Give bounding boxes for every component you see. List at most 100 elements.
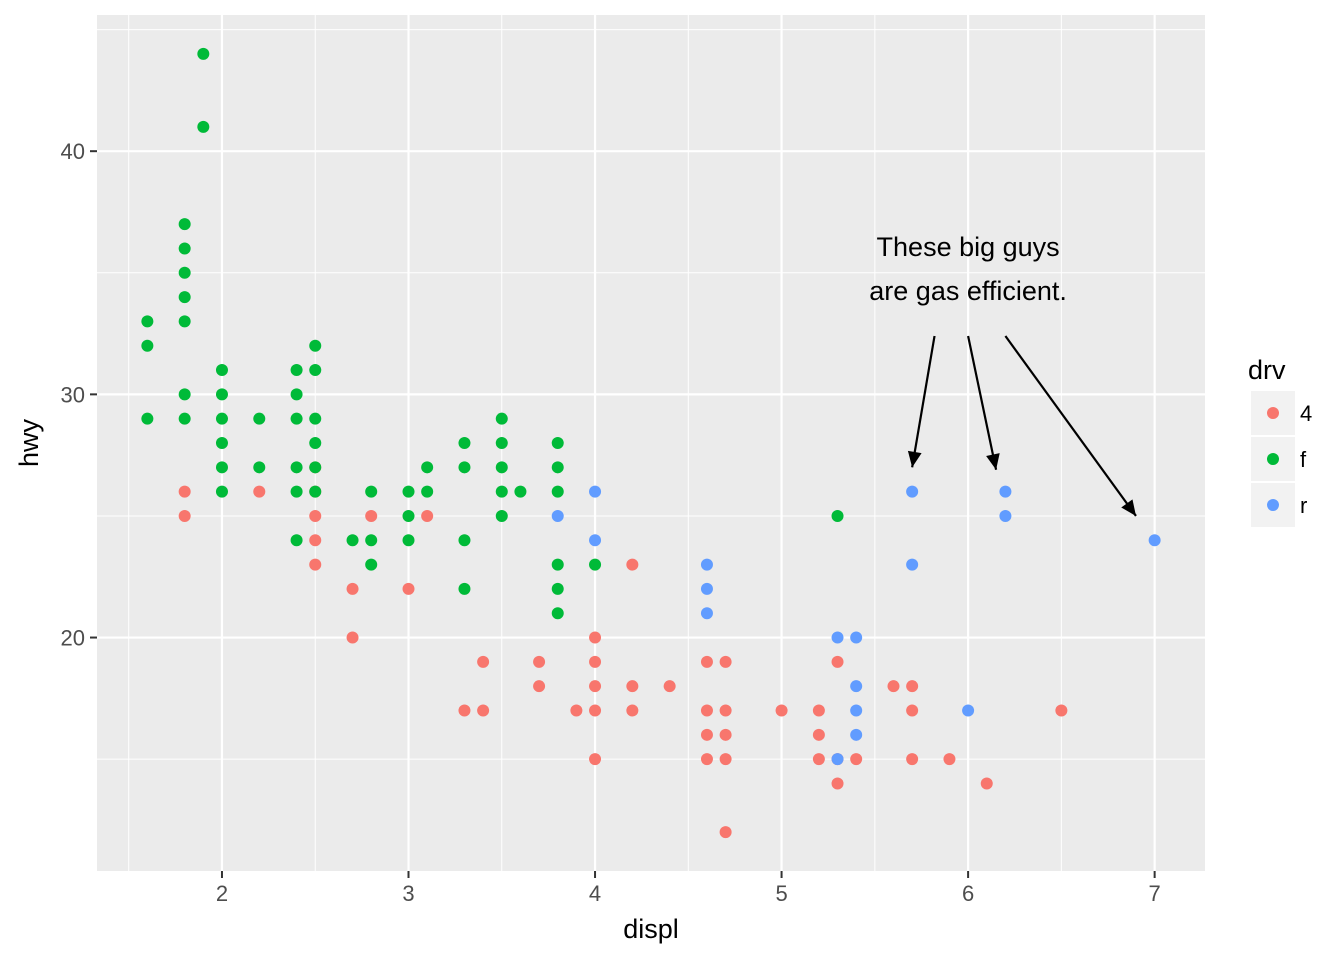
data-point-r bbox=[589, 534, 602, 547]
data-point-4 bbox=[365, 509, 378, 522]
data-point-r bbox=[831, 631, 844, 644]
data-point-4 bbox=[887, 680, 900, 693]
data-point-4 bbox=[458, 704, 471, 717]
data-point-4 bbox=[626, 558, 639, 571]
data-point-f bbox=[178, 218, 191, 231]
data-point-f bbox=[495, 509, 508, 522]
data-point-f bbox=[514, 485, 527, 498]
data-point-f bbox=[365, 485, 378, 498]
legend-item-r: r bbox=[1251, 483, 1307, 527]
data-point-f bbox=[551, 582, 564, 595]
data-point-4 bbox=[906, 704, 919, 717]
data-point-f bbox=[253, 461, 266, 474]
data-point-f bbox=[178, 315, 191, 328]
data-point-4 bbox=[589, 753, 602, 766]
data-point-f bbox=[215, 412, 228, 425]
annotation: These big guys are gas efficient. bbox=[869, 232, 1137, 517]
data-point-f bbox=[290, 485, 303, 498]
axes: displ hwy 2 3 4 5 6 7 20 30 40 bbox=[14, 139, 1161, 944]
legend-label: f bbox=[1300, 447, 1307, 472]
data-point-f bbox=[309, 461, 322, 474]
data-point-r bbox=[551, 509, 564, 522]
x-tick-label: 7 bbox=[1149, 881, 1161, 906]
data-point-4 bbox=[850, 753, 863, 766]
data-point-f bbox=[831, 509, 844, 522]
data-point-4 bbox=[533, 680, 546, 693]
data-point-r bbox=[850, 680, 863, 693]
data-point-r bbox=[850, 631, 863, 644]
data-point-f bbox=[141, 315, 154, 328]
data-point-r bbox=[700, 558, 713, 571]
data-point-f bbox=[197, 47, 210, 60]
data-point-f bbox=[402, 509, 415, 522]
legend-swatch bbox=[1267, 453, 1279, 465]
data-point-r bbox=[999, 509, 1012, 522]
data-points bbox=[141, 47, 1161, 839]
data-point-f bbox=[458, 582, 471, 595]
data-point-f bbox=[551, 558, 564, 571]
data-point-f bbox=[141, 339, 154, 352]
data-point-4 bbox=[421, 509, 434, 522]
data-point-4 bbox=[719, 753, 732, 766]
data-point-4 bbox=[253, 485, 266, 498]
data-point-f bbox=[402, 534, 415, 547]
annotation-arrow bbox=[967, 335, 1000, 470]
grid-lines bbox=[97, 15, 1205, 871]
data-point-4 bbox=[178, 485, 191, 498]
legend-swatch bbox=[1267, 499, 1279, 511]
data-point-4 bbox=[719, 826, 732, 839]
data-point-4 bbox=[812, 753, 825, 766]
data-point-f bbox=[551, 437, 564, 449]
data-point-f bbox=[309, 485, 322, 498]
data-point-f bbox=[458, 437, 471, 449]
data-point-f bbox=[551, 461, 564, 474]
x-tick-label: 2 bbox=[216, 881, 228, 906]
data-point-4 bbox=[309, 534, 322, 547]
data-point-4 bbox=[775, 704, 788, 717]
data-point-f bbox=[458, 534, 471, 547]
data-point-4 bbox=[906, 680, 919, 693]
data-point-f bbox=[365, 534, 378, 547]
data-point-f bbox=[215, 461, 228, 474]
x-tick-label: 6 bbox=[962, 881, 974, 906]
data-point-f bbox=[178, 242, 191, 255]
data-point-4 bbox=[663, 680, 676, 693]
data-point-4 bbox=[346, 631, 359, 644]
data-point-f bbox=[309, 412, 322, 425]
data-point-f bbox=[290, 364, 303, 377]
data-point-f bbox=[495, 485, 508, 498]
data-point-r bbox=[589, 485, 602, 498]
data-point-r bbox=[1148, 534, 1161, 547]
data-point-4 bbox=[626, 680, 639, 693]
data-point-f bbox=[309, 437, 322, 449]
data-point-4 bbox=[309, 558, 322, 571]
x-tick-label: 3 bbox=[402, 881, 414, 906]
data-point-4 bbox=[700, 753, 713, 766]
data-point-4 bbox=[700, 704, 713, 717]
data-point-r bbox=[999, 485, 1012, 498]
data-point-f bbox=[421, 485, 434, 498]
data-point-r bbox=[962, 704, 975, 717]
data-point-f bbox=[141, 412, 154, 425]
data-point-4 bbox=[719, 728, 732, 741]
annotation-line-1: These big guys bbox=[877, 232, 1060, 262]
data-point-f bbox=[402, 485, 415, 498]
data-point-f bbox=[215, 485, 228, 498]
data-point-f bbox=[589, 558, 602, 571]
data-point-4 bbox=[477, 655, 490, 668]
legend-label: r bbox=[1300, 493, 1307, 518]
data-point-f bbox=[458, 461, 471, 474]
legend-label: 4 bbox=[1300, 401, 1312, 426]
data-point-4 bbox=[570, 704, 583, 717]
data-point-4 bbox=[812, 704, 825, 717]
data-point-r bbox=[906, 558, 919, 571]
data-point-4 bbox=[309, 509, 322, 522]
data-point-f bbox=[178, 291, 191, 304]
data-point-4 bbox=[812, 728, 825, 741]
data-point-4 bbox=[700, 655, 713, 668]
data-point-r bbox=[906, 485, 919, 498]
data-point-f bbox=[551, 607, 564, 620]
data-point-r bbox=[831, 753, 844, 766]
data-point-4 bbox=[589, 680, 602, 693]
